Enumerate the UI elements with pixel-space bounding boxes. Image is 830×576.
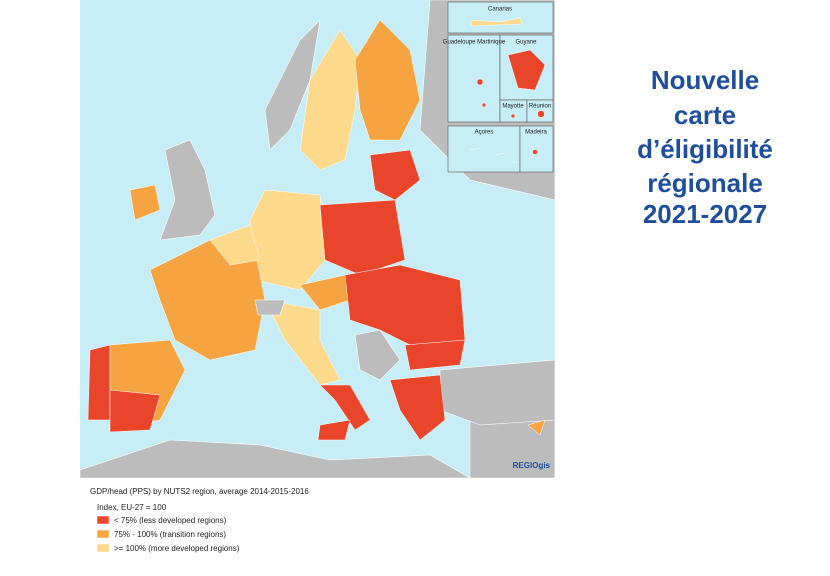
inset-label: Réunion bbox=[529, 104, 551, 110]
legend-swatch bbox=[96, 529, 110, 539]
title-line: Nouvelle bbox=[651, 65, 759, 95]
inset-label: Madeira bbox=[525, 130, 547, 136]
inset-label: Canarias bbox=[488, 7, 512, 13]
switzerland bbox=[254, 299, 286, 316]
balkans-non-eu bbox=[354, 329, 401, 381]
ireland bbox=[129, 184, 161, 221]
south-spain bbox=[109, 389, 161, 433]
legend-label: >= 100% (more developed regions) bbox=[114, 544, 240, 553]
guyane-shape bbox=[507, 49, 546, 91]
legend-title: GDP/head (PPS) by NUTS2 region, average … bbox=[90, 487, 309, 496]
guadeloupe-shape bbox=[476, 78, 484, 86]
title-line: carte bbox=[674, 100, 736, 130]
germany bbox=[249, 189, 326, 291]
legend-label: 75% - 100% (transition regions) bbox=[114, 530, 226, 539]
benelux bbox=[209, 224, 261, 266]
finland bbox=[354, 19, 421, 141]
sweden bbox=[299, 29, 361, 171]
martinique-shape bbox=[481, 102, 487, 108]
title-line: 2021-2027 bbox=[643, 199, 767, 229]
title-line: d’éligibilité bbox=[637, 134, 773, 164]
poland bbox=[319, 199, 406, 276]
acores-shape bbox=[469, 147, 518, 163]
reunion-shape bbox=[537, 110, 545, 118]
uk bbox=[159, 139, 216, 241]
norway bbox=[264, 19, 321, 151]
inset-box bbox=[447, 34, 501, 123]
legend-subtitle: Index, EU-27 = 100 bbox=[97, 503, 167, 512]
inset-label: Mayotte bbox=[502, 104, 524, 110]
inset-box bbox=[447, 1, 554, 34]
greece bbox=[389, 374, 446, 441]
canarias-shape bbox=[469, 17, 523, 27]
portugal bbox=[87, 344, 111, 421]
bulgaria bbox=[404, 339, 466, 371]
inset-label: Guyane bbox=[515, 40, 537, 46]
insets bbox=[447, 1, 554, 173]
legend-swatch bbox=[96, 543, 110, 553]
sicily bbox=[317, 419, 351, 441]
south-italy bbox=[319, 384, 371, 431]
turkey bbox=[439, 359, 556, 426]
inset-box bbox=[447, 125, 521, 173]
baltics bbox=[369, 149, 421, 201]
madeira-shape bbox=[532, 149, 538, 155]
credit: REGIOgis bbox=[513, 461, 551, 470]
inset-box bbox=[519, 125, 554, 173]
title-line: régionale bbox=[647, 168, 763, 198]
cyprus bbox=[527, 419, 546, 436]
mayotte-shape bbox=[510, 113, 516, 119]
legend-label: < 75% (less developed regions) bbox=[114, 516, 227, 525]
legend-swatch bbox=[96, 515, 110, 525]
inset-label: Açores bbox=[475, 130, 494, 136]
africa bbox=[79, 439, 472, 479]
inset-label: Guadeloupe Martinique bbox=[443, 40, 506, 46]
